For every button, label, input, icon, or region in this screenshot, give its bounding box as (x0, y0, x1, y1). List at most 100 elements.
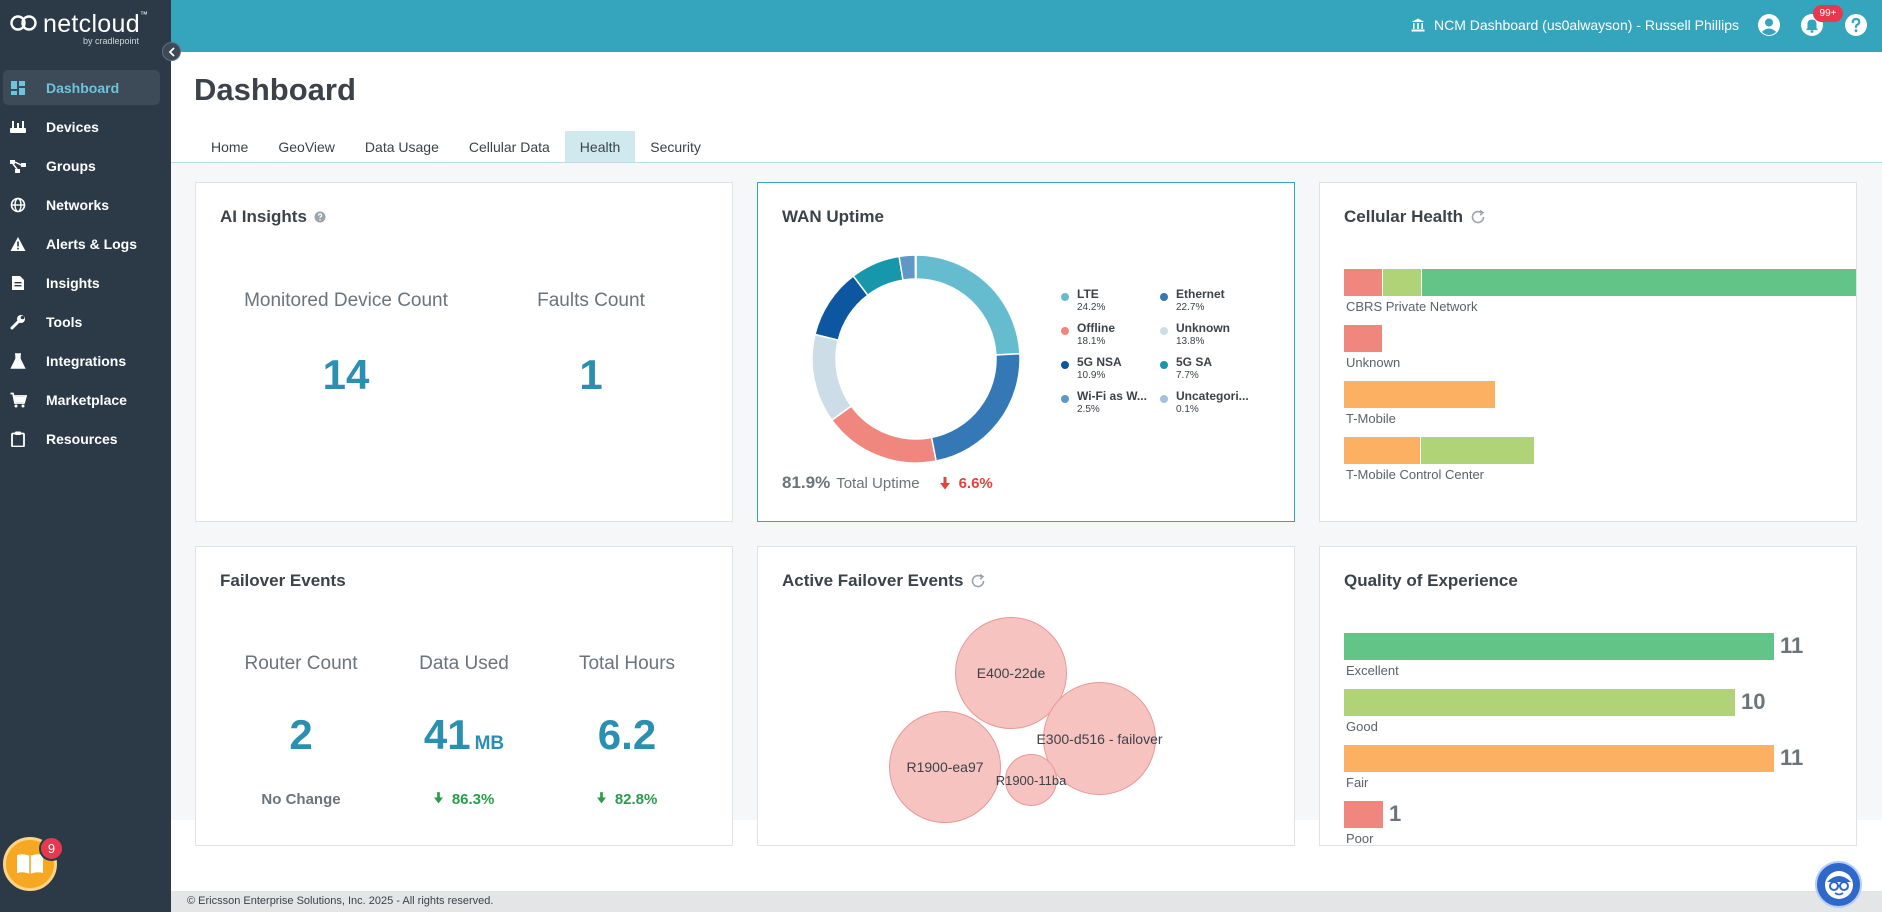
qoe-label: Fair (1346, 775, 1369, 790)
book-icon (17, 854, 43, 874)
failover-bubble[interactable]: E300-d516 - failover (1036, 682, 1163, 795)
book-badge: 9 (39, 836, 64, 861)
chevron-left-icon (168, 46, 175, 57)
failover-bubble[interactable]: E400-22de (955, 617, 1067, 729)
data-used[interactable]: 41 MB (374, 711, 554, 759)
legend-pct: 2.5% (1077, 404, 1100, 415)
tab-data-usage[interactable]: Data Usage (364, 138, 439, 155)
failover-events-title: Failover Events (220, 571, 346, 590)
legend-pct: 24.2% (1077, 302, 1106, 313)
cellular-health-bar[interactable] (1344, 381, 1496, 408)
legend-pct: 0.1% (1176, 404, 1199, 415)
document-icon (9, 274, 27, 292)
cellular-health-bar[interactable] (1344, 437, 1535, 464)
legend-name: Offline (1077, 321, 1115, 335)
router-count-value: 2 (289, 711, 313, 758)
legend-swatch (1160, 395, 1168, 403)
failover-bubble[interactable]: R1900-11ba (996, 754, 1066, 806)
qoe-value: 11 (1780, 745, 1804, 770)
cellular-health-bar[interactable] (1344, 269, 1856, 296)
tab-cellular-data[interactable]: Cellular Data (468, 138, 550, 155)
data-used-change: 86.3% (374, 791, 554, 808)
refresh-icon[interactable] (970, 573, 986, 589)
tab-health[interactable]: Health (564, 131, 636, 162)
netcloud-logo[interactable]: netcloud™ by cradlepoint (9, 10, 159, 46)
failover-bubble[interactable]: R1900-ea97 (889, 711, 1001, 823)
account-selector[interactable]: NCM Dashboard (us0alwayson) - Russell Ph… (1411, 17, 1739, 33)
donut-slice[interactable] (811, 333, 853, 422)
donut-slice[interactable] (830, 404, 938, 464)
sidebar-item-insights[interactable]: Insights (3, 265, 160, 300)
qoe-bar[interactable] (1344, 745, 1774, 772)
tab-home[interactable]: Home (211, 138, 249, 155)
tab-security[interactable]: Security (650, 138, 701, 155)
qoe-bar[interactable] (1344, 801, 1383, 828)
help-icon (1845, 14, 1867, 36)
dashboard-icon (9, 79, 27, 97)
sidebar-collapse-button[interactable] (162, 42, 181, 61)
total-hours-change: 82.8% (537, 791, 717, 808)
resources-book-button[interactable] (3, 837, 57, 891)
content-area: AI Insights Monitored Device Count 14 Fa… (171, 163, 1882, 846)
legend-swatch (1160, 293, 1168, 301)
help-button[interactable] (1843, 12, 1869, 38)
tab-geoview[interactable]: GeoView (278, 138, 335, 155)
qoe-bar[interactable] (1344, 689, 1735, 716)
user-icon (1758, 14, 1780, 36)
legend-swatch (1160, 327, 1168, 335)
sidebar-item-integrations[interactable]: Integrations (3, 343, 160, 378)
donut-slice[interactable] (930, 352, 1021, 462)
total-hours[interactable]: 6.2 (537, 711, 717, 759)
refresh-icon[interactable] (1470, 209, 1486, 225)
globe-icon (9, 196, 27, 214)
dashboard-tabs: Home GeoView Data Usage Cellular Data He… (196, 131, 716, 162)
donut-slice[interactable] (914, 254, 917, 280)
bar-segment-excellent[interactable] (1422, 269, 1856, 296)
sidebar-item-dashboard[interactable]: Dashboard (3, 70, 160, 105)
legend-name: Unknown (1176, 321, 1230, 335)
sidebar-item-alerts-logs[interactable]: Alerts & Logs (3, 226, 160, 261)
legend-pct: 13.8% (1176, 336, 1205, 347)
sidebar-item-marketplace[interactable]: Marketplace (3, 382, 160, 417)
help-circle-icon[interactable] (314, 211, 326, 223)
sidebar-item-groups[interactable]: Groups (3, 148, 160, 183)
legend-swatch (1160, 361, 1168, 369)
bar-segment-fair[interactable] (1344, 381, 1496, 408)
total-uptime-summary: 81.9% Total Uptime 6.6% (782, 473, 993, 493)
flask-icon (9, 352, 27, 370)
building-icon (1411, 18, 1425, 32)
sidebar-item-tools[interactable]: Tools (3, 304, 160, 339)
sidebar: netcloud™ by cradlepoint Dashboard Devic… (0, 0, 171, 912)
legend-name: 5G SA (1176, 355, 1213, 369)
user-profile-button[interactable] (1756, 12, 1782, 38)
cellular-health-bar-label: T-Mobile Control Center (1346, 467, 1484, 482)
router-count[interactable]: 2 (211, 711, 391, 759)
bar-segment-good[interactable] (1421, 437, 1535, 464)
assistant-bot-icon (1824, 870, 1853, 899)
sidebar-item-devices[interactable]: Devices (3, 109, 160, 144)
monitored-device-count[interactable]: 14 (322, 351, 370, 398)
legend-name: Uncategori... (1176, 389, 1249, 403)
bar-segment-poor[interactable] (1344, 325, 1383, 352)
donut-slice[interactable] (915, 254, 1021, 356)
bar-segment-poor[interactable] (1344, 269, 1383, 296)
account-label: NCM Dashboard (us0alwayson) - Russell Ph… (1434, 17, 1739, 33)
sidebar-item-label: Dashboard (46, 79, 120, 96)
bar-segment-fair[interactable] (1344, 437, 1421, 464)
cellular-health-bar-label: T-Mobile (1346, 411, 1396, 426)
cellular-health-bar[interactable] (1344, 325, 1383, 352)
assistant-chat-button[interactable] (1815, 861, 1862, 908)
faults-count[interactable]: 1 (579, 351, 603, 398)
legend-pct: 10.9% (1077, 370, 1106, 381)
total-hours-change-value: 82.8% (614, 791, 658, 808)
sidebar-item-networks[interactable]: Networks (3, 187, 160, 222)
sidebar-item-resources[interactable]: Resources (3, 421, 160, 456)
notification-badge: 99+ (1813, 5, 1843, 22)
wan-uptime-donut[interactable] (806, 249, 1026, 469)
ai-insights-card: AI Insights Monitored Device Count 14 Fa… (195, 182, 733, 522)
qoe-label: Good (1346, 719, 1378, 734)
bar-segment-good[interactable] (1383, 269, 1422, 296)
stat-label: Monitored Device Count (244, 290, 448, 311)
qoe-bar[interactable] (1344, 633, 1774, 660)
cloud-link-icon (10, 15, 37, 31)
